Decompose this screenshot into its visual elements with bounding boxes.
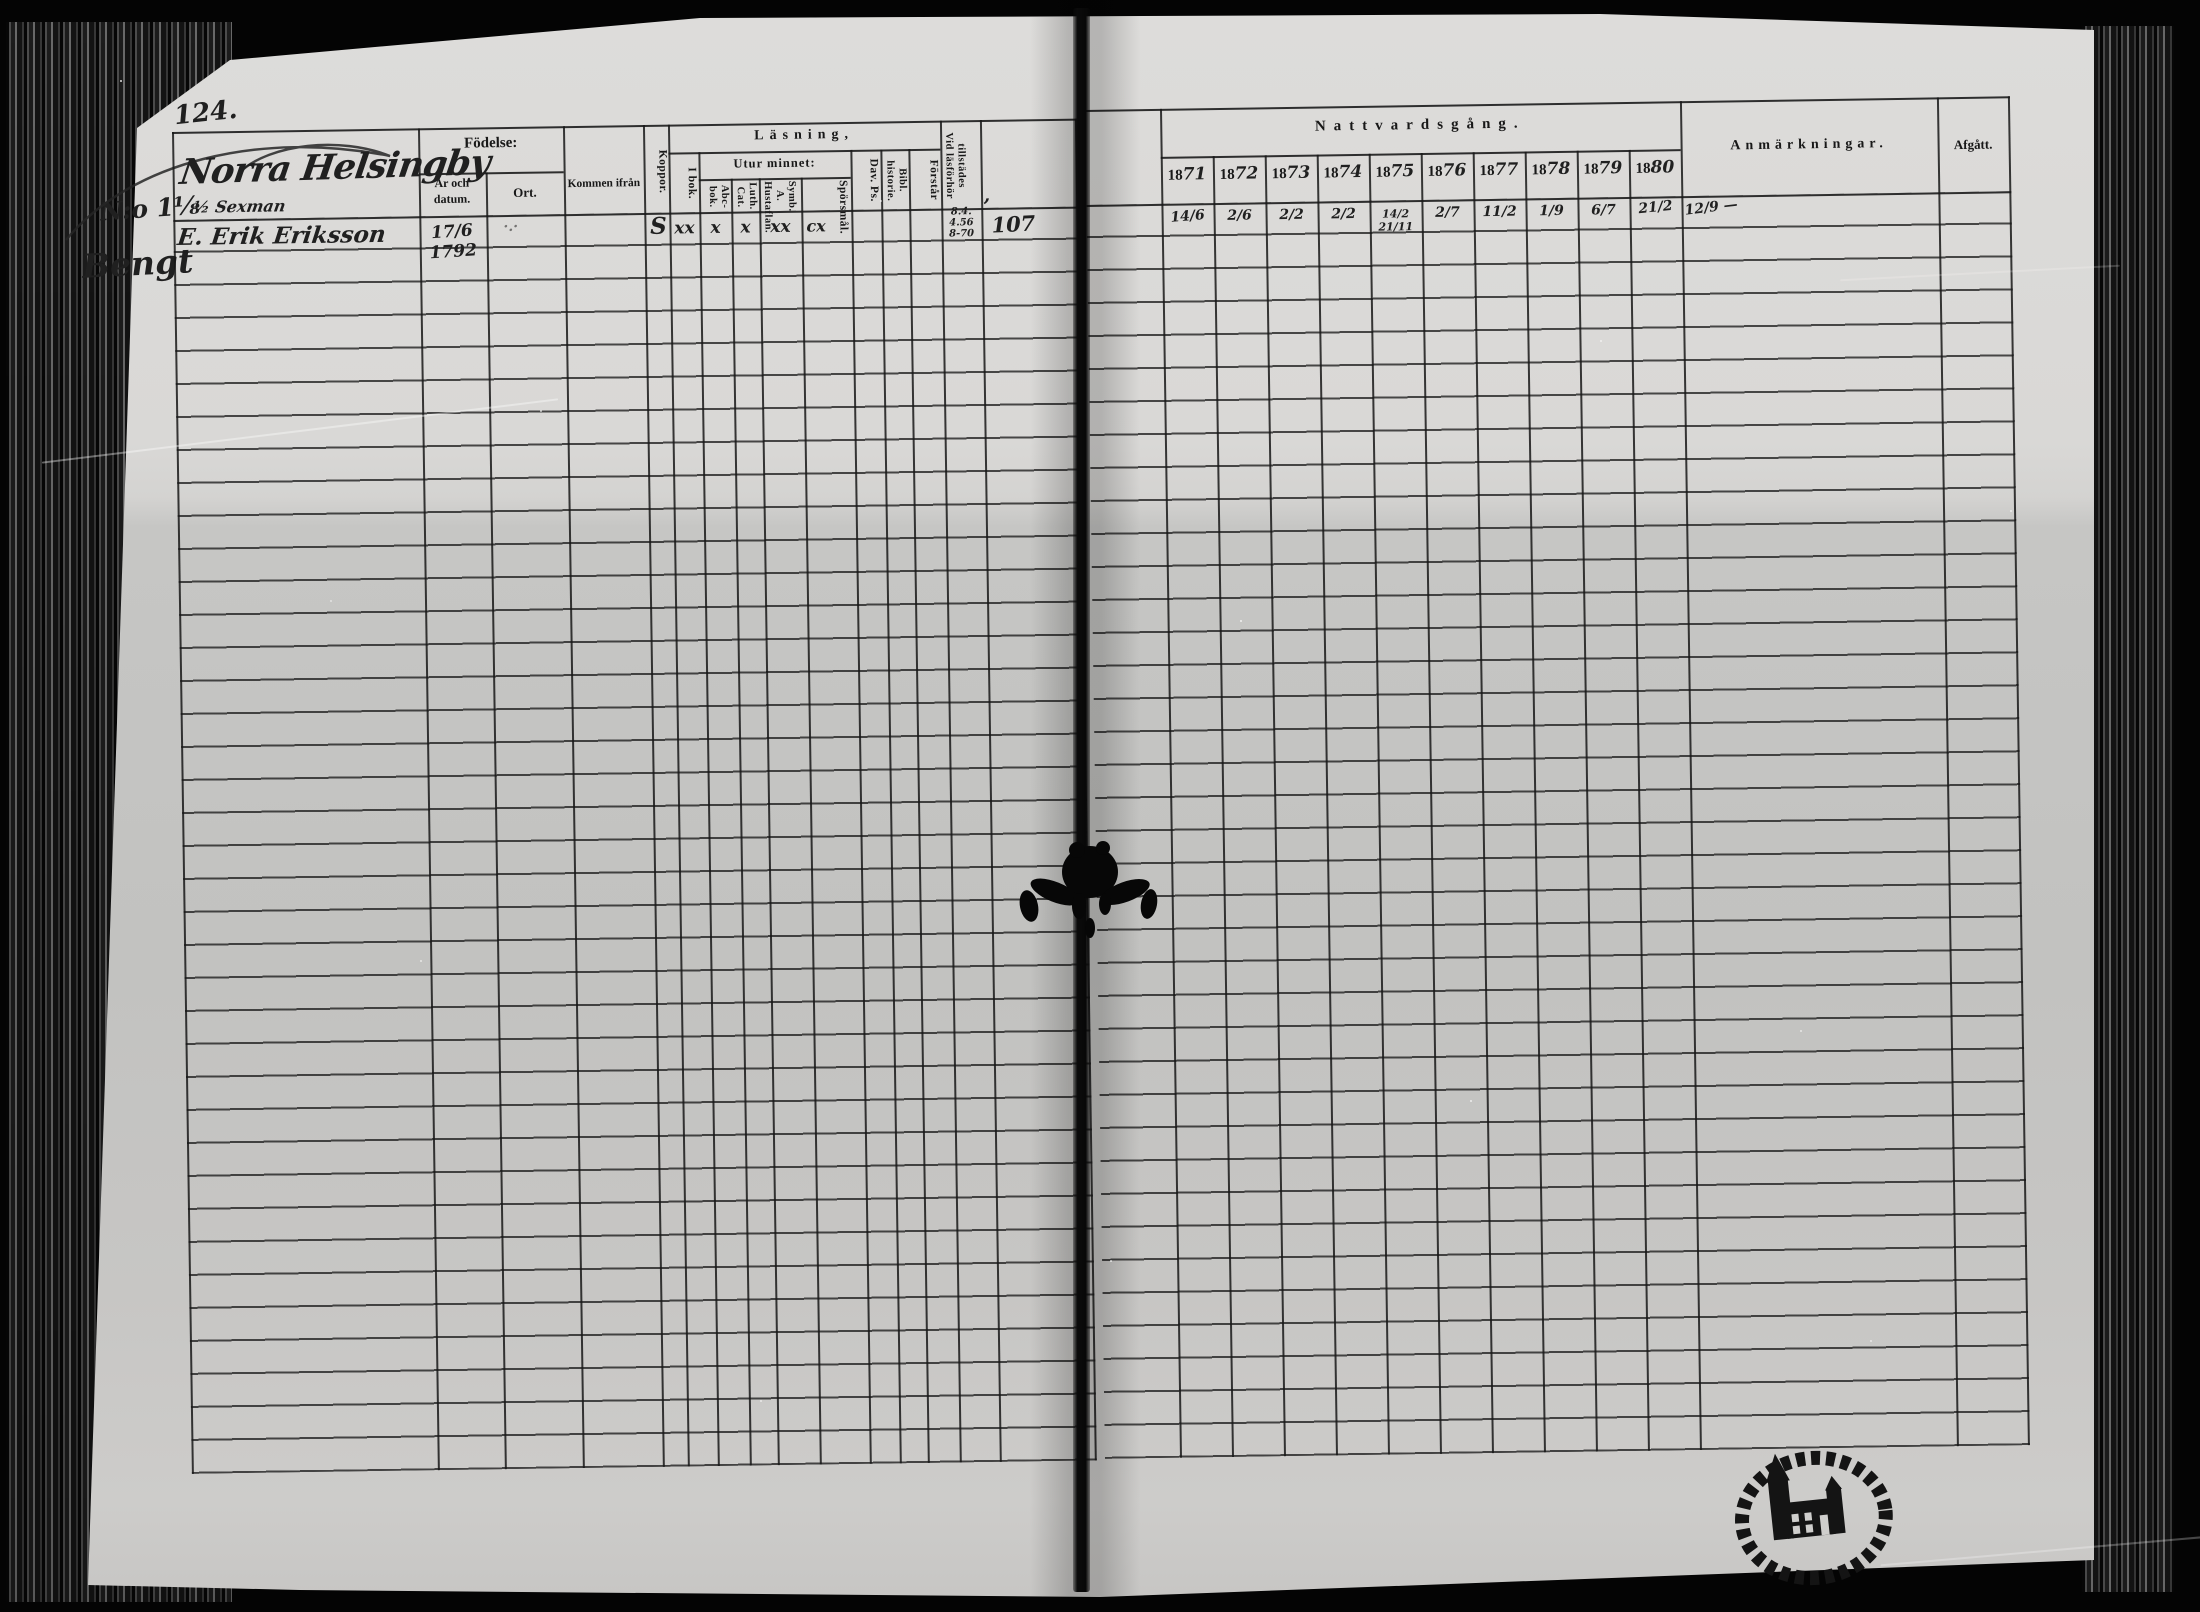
year-column-header: 1874 bbox=[1317, 162, 1369, 183]
year-printed-prefix: 18 bbox=[1479, 162, 1495, 180]
table-row-lines bbox=[1086, 191, 2030, 1459]
header-bibl-historie: Bibl. historie. bbox=[884, 159, 908, 201]
dust-specks bbox=[120, 80, 122, 82]
village-heading: Norra Helsingby bbox=[177, 141, 493, 194]
entry-birth-date: 17/6 1792 bbox=[429, 220, 478, 264]
year-column-header: 1871 bbox=[1161, 164, 1213, 185]
entry-sporsmal-mark: cx bbox=[806, 216, 826, 236]
communion-date: 6/7 bbox=[1591, 202, 1616, 219]
header-luth-cat: Luth. Cat. bbox=[734, 182, 759, 211]
entry-abc-bok-mark: x bbox=[710, 217, 721, 239]
right-page-table: Nattvardsgång. Anmärkningar. Afgått. 187… bbox=[1085, 96, 2030, 1459]
village-subheading: ½ Sexman bbox=[191, 196, 288, 217]
entry-vid-lasforhor-note: 8.4. 4.56 8-70 bbox=[949, 206, 975, 240]
year-column-header: 1873 bbox=[1265, 163, 1317, 184]
header-vid-lasforhor-tillstades: Vid läsförhör tillstädes bbox=[943, 132, 968, 199]
header-forstar: Förstår bbox=[927, 159, 941, 201]
year-column-header: 1879 bbox=[1577, 158, 1629, 179]
year-printed-prefix: 18 bbox=[1583, 161, 1599, 178]
year-printed-prefix: 18 bbox=[1635, 160, 1651, 177]
year-printed-prefix: 18 bbox=[1323, 165, 1339, 182]
year-ink-suffix: 73 bbox=[1286, 162, 1311, 184]
year-ink-suffix: 80 bbox=[1650, 157, 1675, 178]
entry-flourish-mark: ’ bbox=[983, 193, 991, 218]
entry-luth-cat-mark: x bbox=[740, 217, 751, 238]
header-sporsmal: Spörsmål. bbox=[836, 179, 850, 235]
ink-blot bbox=[1019, 841, 1158, 938]
year-ink-suffix: 74 bbox=[1338, 161, 1363, 183]
year-ink-suffix: 71 bbox=[1182, 164, 1207, 185]
pen-flourish bbox=[65, 143, 391, 241]
header-abc-bok: Abc-bok. bbox=[706, 184, 731, 209]
communion-date: 2/6 bbox=[1227, 207, 1252, 224]
year-ink-suffix: 78 bbox=[1546, 158, 1571, 180]
book-right-page-stack-texture bbox=[2082, 26, 2174, 1592]
entry-i-bok-mark: xx bbox=[674, 218, 695, 239]
left-page-table: Födelse: År och datum. Ort. Kommen ifrån… bbox=[172, 118, 1097, 1474]
year-printed-prefix: 18 bbox=[1167, 167, 1183, 184]
header-nattvardsgang: Nattvardsgång. bbox=[1314, 115, 1526, 135]
header-kommen-ifran: Kommen ifrån bbox=[567, 177, 641, 191]
book-gutter-fold bbox=[1073, 8, 1090, 1592]
communion-date: 2/2 bbox=[1279, 206, 1304, 224]
communion-date: 1/9 bbox=[1539, 202, 1564, 220]
header-koppor: Koppor. bbox=[656, 149, 669, 194]
year-printed-prefix: 18 bbox=[1427, 163, 1443, 180]
year-column-header: 1872 bbox=[1213, 163, 1265, 184]
year-ink-suffix: 79 bbox=[1598, 158, 1623, 179]
header-ort: Ort. bbox=[513, 184, 537, 200]
year-printed-prefix: 18 bbox=[1375, 164, 1391, 181]
year-column-header: 1875 bbox=[1369, 161, 1421, 182]
communion-date: 14/2 21/11 bbox=[1378, 207, 1414, 234]
entry-hustaflan-mark: xx bbox=[770, 216, 791, 238]
year-column-header: 1877 bbox=[1473, 159, 1525, 180]
header-dav-ps: Dav. Ps. bbox=[867, 158, 881, 203]
entry-ort-ditto-mark: ·.· bbox=[503, 218, 519, 236]
year-ink-suffix: 75 bbox=[1390, 161, 1415, 182]
year-ink-suffix: 77 bbox=[1494, 159, 1519, 180]
header-utur-minnet: Utur minnet: bbox=[733, 155, 816, 171]
year-printed-prefix: 18 bbox=[1271, 166, 1287, 183]
year-printed-prefix: 18 bbox=[1531, 162, 1547, 179]
year-column-header: 1880 bbox=[1629, 157, 1681, 178]
entry-koppor-mark: S bbox=[649, 212, 667, 240]
entry-name: E. Erik Eriksson bbox=[175, 220, 388, 251]
communion-date: 2/7 bbox=[1435, 204, 1460, 221]
communion-date: 2/2 bbox=[1331, 205, 1356, 223]
year-column-header: 1878 bbox=[1525, 159, 1577, 180]
year-column-header: 1876 bbox=[1421, 160, 1473, 181]
year-printed-prefix: 18 bbox=[1219, 166, 1235, 184]
year-ink-suffix: 72 bbox=[1234, 163, 1259, 184]
header-afgatt: Afgått. bbox=[1953, 136, 1993, 153]
year-ink-suffix: 76 bbox=[1442, 160, 1467, 181]
header-hustaflan-a-symb: Hustaflan. A. Symb. bbox=[761, 180, 798, 234]
church-seal-stamp-icon bbox=[1735, 1450, 1893, 1586]
communion-date: 11/2 bbox=[1482, 203, 1517, 221]
header-anmarkningar: Anmärkningar. bbox=[1730, 136, 1888, 154]
header-lasning: Läsning, bbox=[754, 126, 855, 144]
header-i-bok: I bok. bbox=[685, 167, 699, 200]
